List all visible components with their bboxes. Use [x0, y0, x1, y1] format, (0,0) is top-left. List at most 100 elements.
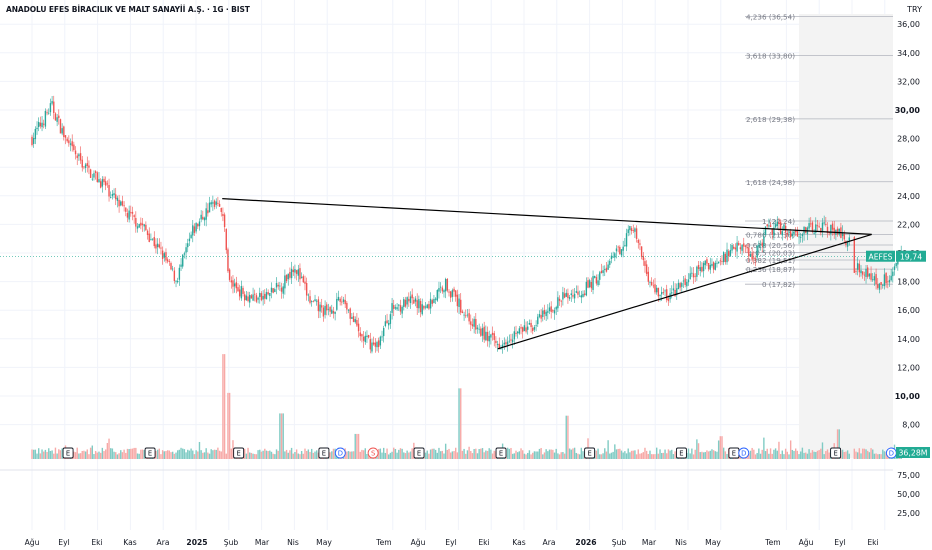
candle-body — [895, 262, 897, 267]
volume-bar — [818, 450, 820, 459]
volume-bar — [317, 452, 320, 459]
symbol-badge: AEFES — [869, 253, 893, 262]
time-tick-label: May — [705, 538, 721, 547]
candle-body — [187, 243, 189, 248]
volume-bar — [535, 451, 537, 459]
candle-body — [629, 226, 631, 231]
volume-bar — [46, 451, 48, 459]
candle-body — [381, 336, 383, 338]
candle-body — [496, 344, 499, 346]
candle-body — [433, 299, 435, 303]
candle-body — [501, 344, 504, 348]
fib-label-2: 2,618 (29,38) — [746, 115, 795, 124]
volume-bar — [654, 454, 656, 459]
volume-bar — [635, 454, 638, 459]
candle-body — [712, 262, 715, 270]
volume-bar — [284, 451, 286, 459]
event-marker-label: S — [371, 450, 375, 458]
volume-bar — [545, 449, 547, 459]
candle-body — [456, 294, 459, 307]
candle-body — [59, 119, 62, 134]
earnings-marker[interactable] — [675, 447, 687, 459]
volume-bar — [674, 451, 676, 459]
candle-body — [522, 327, 524, 332]
volume-bar — [31, 449, 33, 459]
volume-bar — [619, 448, 621, 459]
candle-body — [701, 266, 703, 272]
candle-body — [339, 298, 341, 302]
volume-bar — [816, 450, 819, 459]
candlestick-series[interactable] — [31, 95, 902, 354]
earnings-marker[interactable] — [62, 447, 74, 459]
candle-body — [888, 279, 891, 283]
earnings-marker[interactable] — [144, 447, 156, 459]
earnings-marker[interactable] — [830, 447, 842, 459]
candle-body — [69, 143, 72, 145]
volume-bar — [520, 448, 522, 459]
volume-bar — [867, 450, 869, 459]
candle-body — [625, 233, 628, 247]
candle-body — [359, 332, 361, 337]
volume-bar — [813, 451, 815, 459]
candle-body — [185, 247, 187, 253]
candle-body — [411, 294, 413, 299]
candle-body — [264, 293, 266, 299]
dividend-marker[interactable] — [334, 447, 346, 459]
candle-body — [500, 348, 502, 350]
candle-body — [108, 185, 110, 197]
earnings-marker[interactable] — [233, 447, 245, 459]
volume-bar — [771, 453, 773, 459]
dividend-marker[interactable] — [738, 447, 750, 459]
candle-body — [515, 332, 517, 334]
price-tick-label: 36,00 — [897, 20, 920, 29]
price-axis[interactable]: 36,00 34,00 32,00 30,00 28,00 26,00 24,00 22,00… — [895, 20, 921, 429]
candle-body — [682, 280, 685, 282]
candle-body — [245, 295, 248, 301]
candle-body — [632, 230, 634, 232]
time-axis[interactable]: Ağu Eyl Eki Kas Ara 2025 Şub Mar Nis May Tem Ağu Eyl… — [25, 538, 879, 547]
candle-body — [413, 299, 415, 304]
trendline-1[interactable] — [497, 233, 872, 350]
candle-body — [833, 227, 835, 235]
volume-bar — [595, 450, 598, 459]
volume-bar — [314, 451, 316, 459]
volume-bar — [225, 453, 227, 459]
candle-body — [111, 193, 114, 197]
volume-bar — [701, 451, 703, 459]
candle-body — [280, 287, 283, 292]
volume-bar — [381, 452, 383, 459]
candle-body — [877, 284, 879, 288]
fib-label-4: 1 (22,24) — [762, 217, 795, 226]
volume-bar — [461, 450, 464, 459]
volume-bar — [54, 447, 57, 459]
volume-bar — [552, 449, 554, 459]
volume-bar — [347, 451, 350, 459]
trendline-0[interactable] — [222, 198, 872, 236]
volume-bar — [331, 451, 333, 459]
triangle-trendlines[interactable] — [0, 198, 893, 350]
candle-body — [68, 140, 70, 144]
volume-bar — [393, 447, 395, 459]
earnings-marker[interactable] — [495, 447, 507, 459]
candle-body — [113, 193, 115, 195]
volume-bar — [548, 449, 551, 459]
earnings-marker[interactable] — [318, 447, 330, 459]
volume-bar — [518, 451, 521, 459]
candle-body — [133, 215, 135, 217]
candle-body — [746, 247, 748, 249]
candle-body — [297, 269, 299, 276]
candle-body — [825, 223, 827, 225]
volume-bar — [171, 451, 174, 459]
time-tick-label: Tem — [764, 538, 780, 547]
split-marker[interactable] — [367, 447, 379, 459]
earnings-marker[interactable] — [413, 447, 425, 459]
volume-bar — [441, 450, 444, 459]
candle-body — [729, 249, 732, 256]
volume-bar — [444, 443, 447, 459]
volume-bar — [438, 447, 440, 459]
volume-bar — [451, 451, 454, 459]
earnings-marker[interactable] — [584, 447, 596, 459]
volume-bar — [429, 449, 432, 459]
